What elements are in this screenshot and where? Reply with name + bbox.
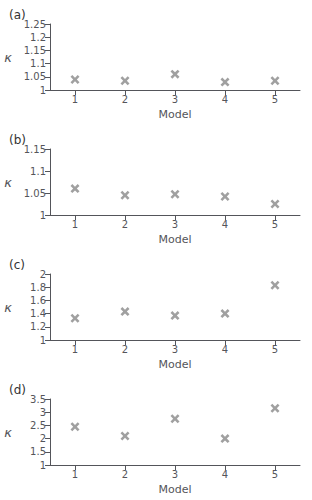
svg-text:1.2: 1.2 [30,321,46,332]
svg-text:1.1: 1.1 [30,58,46,69]
svg-text:1: 1 [72,219,78,230]
svg-text:5: 5 [272,219,278,230]
svg-text:2.5: 2.5 [30,420,46,431]
svg-text:κ: κ [4,175,12,190]
svg-text:3: 3 [40,407,46,418]
svg-text:5: 5 [272,94,278,105]
svg-text:Model: Model [158,108,191,121]
svg-text:κ: κ [4,50,12,65]
svg-text:1.05: 1.05 [24,188,46,199]
svg-text:3: 3 [172,219,178,230]
svg-text:1: 1 [40,210,46,221]
svg-text:1.25: 1.25 [24,19,46,30]
svg-text:1: 1 [72,94,78,105]
svg-text:4: 4 [222,94,228,105]
svg-text:1.2: 1.2 [30,32,46,43]
svg-text:3: 3 [172,344,178,355]
svg-text:1.05: 1.05 [24,71,46,82]
svg-text:1.1: 1.1 [30,166,46,177]
svg-text:2: 2 [122,469,128,480]
svg-text:κ: κ [4,300,12,315]
svg-text:4: 4 [222,219,228,230]
svg-text:(d): (d) [9,383,26,397]
svg-text:4: 4 [222,469,228,480]
svg-text:3: 3 [172,469,178,480]
svg-text:(a): (a) [9,8,26,22]
svg-text:2: 2 [40,269,46,280]
svg-text:Model: Model [158,233,191,246]
svg-text:1.5: 1.5 [30,446,46,457]
svg-text:2: 2 [122,219,128,230]
svg-text:1: 1 [40,460,46,471]
svg-text:1: 1 [40,335,46,346]
svg-text:1: 1 [72,469,78,480]
svg-text:(b): (b) [9,133,26,147]
svg-text:Model: Model [158,358,191,371]
svg-text:1.15: 1.15 [24,45,46,56]
svg-text:Model: Model [158,483,191,496]
svg-text:5: 5 [272,469,278,480]
svg-text:1.6: 1.6 [30,295,46,306]
svg-text:1.4: 1.4 [30,308,46,319]
svg-text:1.8: 1.8 [30,282,46,293]
svg-text:2: 2 [122,94,128,105]
svg-text:κ: κ [4,425,12,440]
svg-text:2: 2 [40,433,46,444]
svg-text:3: 3 [172,94,178,105]
svg-text:(c): (c) [9,258,25,272]
svg-text:2: 2 [122,344,128,355]
svg-text:4: 4 [222,344,228,355]
svg-text:5: 5 [272,344,278,355]
svg-text:1.15: 1.15 [24,144,46,155]
svg-text:1: 1 [40,85,46,96]
svg-text:1: 1 [72,344,78,355]
svg-text:3.5: 3.5 [30,394,46,405]
